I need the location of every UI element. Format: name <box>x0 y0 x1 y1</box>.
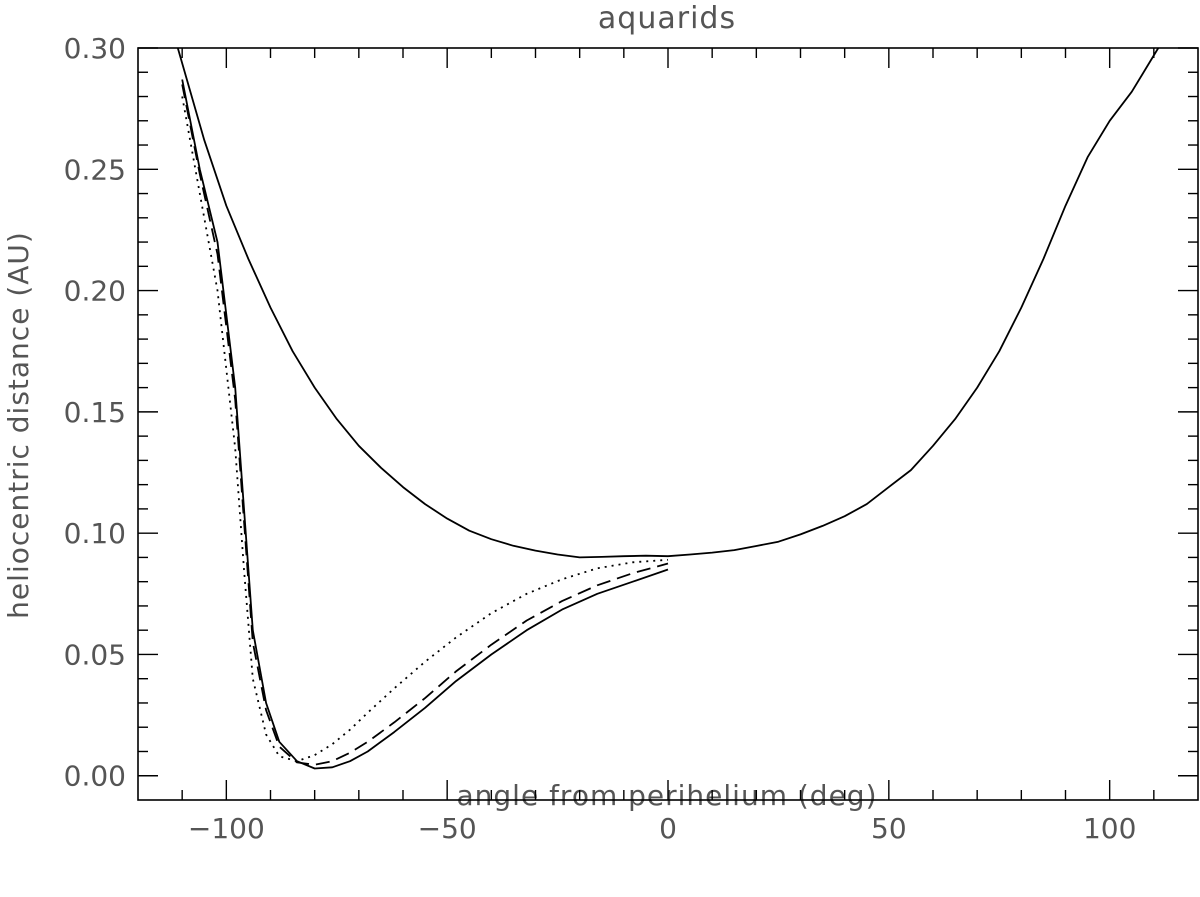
x-tick-label: 0 <box>659 812 677 845</box>
y-axis-label: heliocentric distance (AU) <box>2 231 35 619</box>
y-tick-label: 0.05 <box>64 638 126 671</box>
y-tick-label: 0.00 <box>64 760 126 793</box>
chart-title: aquarids <box>598 1 736 36</box>
data-series <box>176 47 1160 770</box>
x-tick-label: 100 <box>1083 812 1136 845</box>
y-tick-label: 0.30 <box>64 32 126 65</box>
y-tick-label: 0.25 <box>64 153 126 186</box>
series-line-dotted-4 <box>181 96 669 763</box>
x-tick-label: 50 <box>871 812 907 845</box>
y-tick-label: 0.20 <box>64 275 126 308</box>
plot-frame <box>137 47 1199 801</box>
x-axis-label: angle from perihelium (deg) <box>456 779 877 812</box>
x-tick-label: −100 <box>188 812 265 845</box>
series-line-solid-1 <box>176 47 1160 559</box>
y-tick-label: 0.10 <box>64 517 126 550</box>
series-line-solid-2 <box>181 79 669 770</box>
axis-ticks: −100 −50 0 50 100 0.00 0.05 0.10 0.15 0.20 0.25 0.3… <box>64 32 1198 845</box>
x-tick-label: −50 <box>418 812 477 845</box>
y-tick-label: 0.15 <box>64 396 126 429</box>
series-line-dashed-3 <box>181 84 669 766</box>
